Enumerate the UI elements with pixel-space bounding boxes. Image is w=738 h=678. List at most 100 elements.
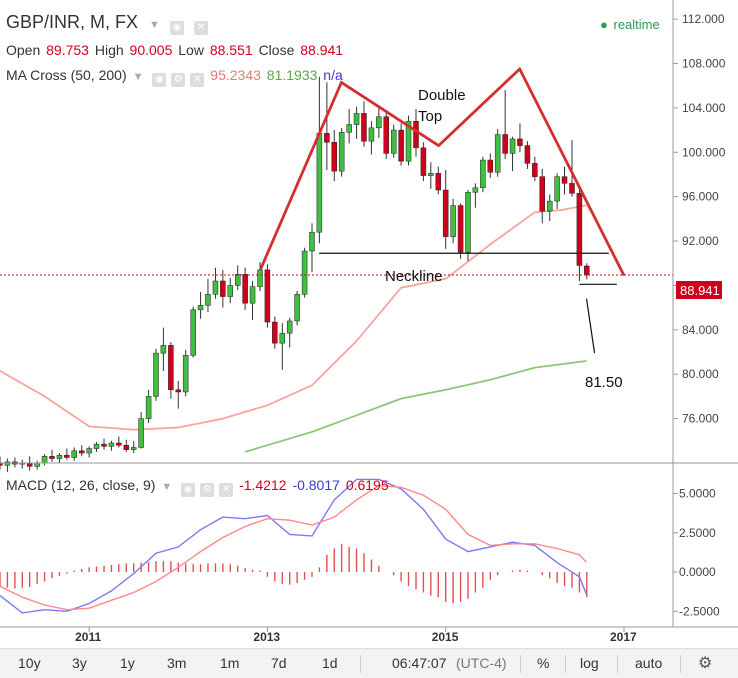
symbol-text: GBP/INR, M, FX <box>6 12 139 32</box>
macd-tick-label: -2.5000 <box>679 604 720 618</box>
candle-body <box>86 448 92 454</box>
toolbar-divider <box>360 655 361 673</box>
candle-body <box>286 320 293 334</box>
candle-body <box>480 159 486 189</box>
candle-body <box>301 250 308 295</box>
timeframe-3m[interactable]: 3m <box>167 655 187 671</box>
candle-body <box>442 189 449 237</box>
candle-body <box>502 134 508 154</box>
auto-toggle[interactable]: auto <box>635 655 663 671</box>
candle-body <box>376 116 382 129</box>
candle-body <box>249 286 256 304</box>
timeframe-7d[interactable]: 7d <box>271 655 287 671</box>
candle-body <box>383 116 389 154</box>
candle-body <box>517 138 523 146</box>
toolbar-divider <box>680 655 681 673</box>
clock-timezone[interactable]: (UTC-4) <box>456 655 507 671</box>
time-tick-label: 2013 <box>253 630 280 644</box>
candle-body <box>175 389 182 393</box>
candle-body <box>220 280 226 297</box>
candle-body <box>309 231 315 252</box>
price-tick-label: 108.000 <box>682 56 726 70</box>
time-tick-label: 2011 <box>75 630 101 644</box>
realtime-dot-icon: ● <box>600 17 608 32</box>
eye-icon[interactable]: ◉ <box>169 21 184 35</box>
caret-down-icon: ▼ <box>132 71 144 83</box>
candle-body <box>324 133 330 143</box>
candle-body <box>264 269 271 323</box>
candle-body <box>56 454 63 459</box>
realtime-label: realtime <box>613 17 660 32</box>
candle-body <box>168 345 174 391</box>
candle-body <box>472 187 479 193</box>
candle-body <box>561 176 568 184</box>
series-line-ma-200 <box>244 360 587 453</box>
toolbar-divider <box>520 655 521 673</box>
candle-body <box>234 274 241 286</box>
close-icon: ✕ <box>219 483 234 497</box>
candle-body <box>487 159 494 173</box>
candle-body <box>294 294 300 322</box>
candle-body <box>554 176 560 202</box>
candle-body <box>123 444 130 450</box>
candle-body <box>41 456 48 464</box>
candle-body <box>145 396 152 419</box>
candle-body <box>465 191 471 253</box>
double-top-line <box>259 66 626 277</box>
candle-body <box>64 454 70 458</box>
eye-icon: ◉ <box>152 73 167 87</box>
caret-down-icon[interactable]: ▼ <box>149 19 160 31</box>
symbol-title[interactable]: GBP/INR, M, FX ▼ ◉ ✕ <box>6 12 210 35</box>
clock-time: 06:47:07 <box>392 655 447 671</box>
gear-icon: ⚙ <box>171 73 186 87</box>
annotation-top: Top <box>418 108 442 125</box>
price-tick-label: 92.000 <box>682 234 719 248</box>
candle-body <box>138 418 144 448</box>
annotation-target: 81.50 <box>585 374 623 391</box>
time-tick-label: 2017 <box>610 630 637 644</box>
candle-body <box>0 462 3 466</box>
timeframe-3y[interactable]: 3y <box>72 655 87 671</box>
candle-body <box>494 134 501 173</box>
candle-body <box>212 280 219 295</box>
timeframe-10y[interactable]: 10y <box>18 655 41 671</box>
macd-legend[interactable]: MACD (12, 26, close, 9) ▼ ◉ ⚙ ✕ -1.4212 -0.… <box>6 477 389 497</box>
candle-body <box>78 450 85 454</box>
candle-body <box>242 274 248 304</box>
candle-body <box>413 120 419 149</box>
price-tick-label: 104.000 <box>682 101 726 115</box>
candle-body <box>398 129 404 162</box>
log-toggle[interactable]: log <box>580 655 599 671</box>
timeframe-1y[interactable]: 1y <box>120 655 135 671</box>
time-tick-label: 2015 <box>432 630 459 644</box>
price-tick-label: 100.000 <box>682 145 726 159</box>
series-line-ma-50 <box>0 204 587 431</box>
annotation-neckline: Neckline <box>385 268 443 285</box>
timeframe-1d[interactable]: 1d <box>322 655 338 671</box>
eye-icon: ◉ <box>181 483 196 497</box>
gear-icon: ⚙ <box>200 483 215 497</box>
realtime-indicator: ● realtime <box>600 17 662 32</box>
close-icon[interactable]: ✕ <box>193 21 208 35</box>
last-price-label: 88.941 <box>680 283 720 298</box>
candle-body <box>160 345 167 354</box>
candle-body <box>116 442 122 446</box>
price-tick-label: 80.000 <box>682 367 719 381</box>
candle-body <box>93 443 100 449</box>
candle-body <box>584 265 590 276</box>
annotation-double: Double <box>418 87 466 104</box>
candle-body <box>316 133 323 233</box>
ma-legend[interactable]: MA Cross (50, 200) ▼ ◉ ⚙ ✕ 95.2343 81.1933 … <box>6 67 343 87</box>
timeframe-1m[interactable]: 1m <box>220 655 240 671</box>
candle-body <box>130 447 137 450</box>
toolbar-divider <box>617 655 618 673</box>
candle-body <box>420 147 427 176</box>
settings-gear-icon[interactable]: ⚙ <box>698 655 713 672</box>
candle-body <box>205 294 211 306</box>
percent-toggle[interactable]: % <box>537 655 550 671</box>
chart-background <box>0 0 738 648</box>
candle-body <box>346 124 352 133</box>
candle-body <box>227 285 233 297</box>
